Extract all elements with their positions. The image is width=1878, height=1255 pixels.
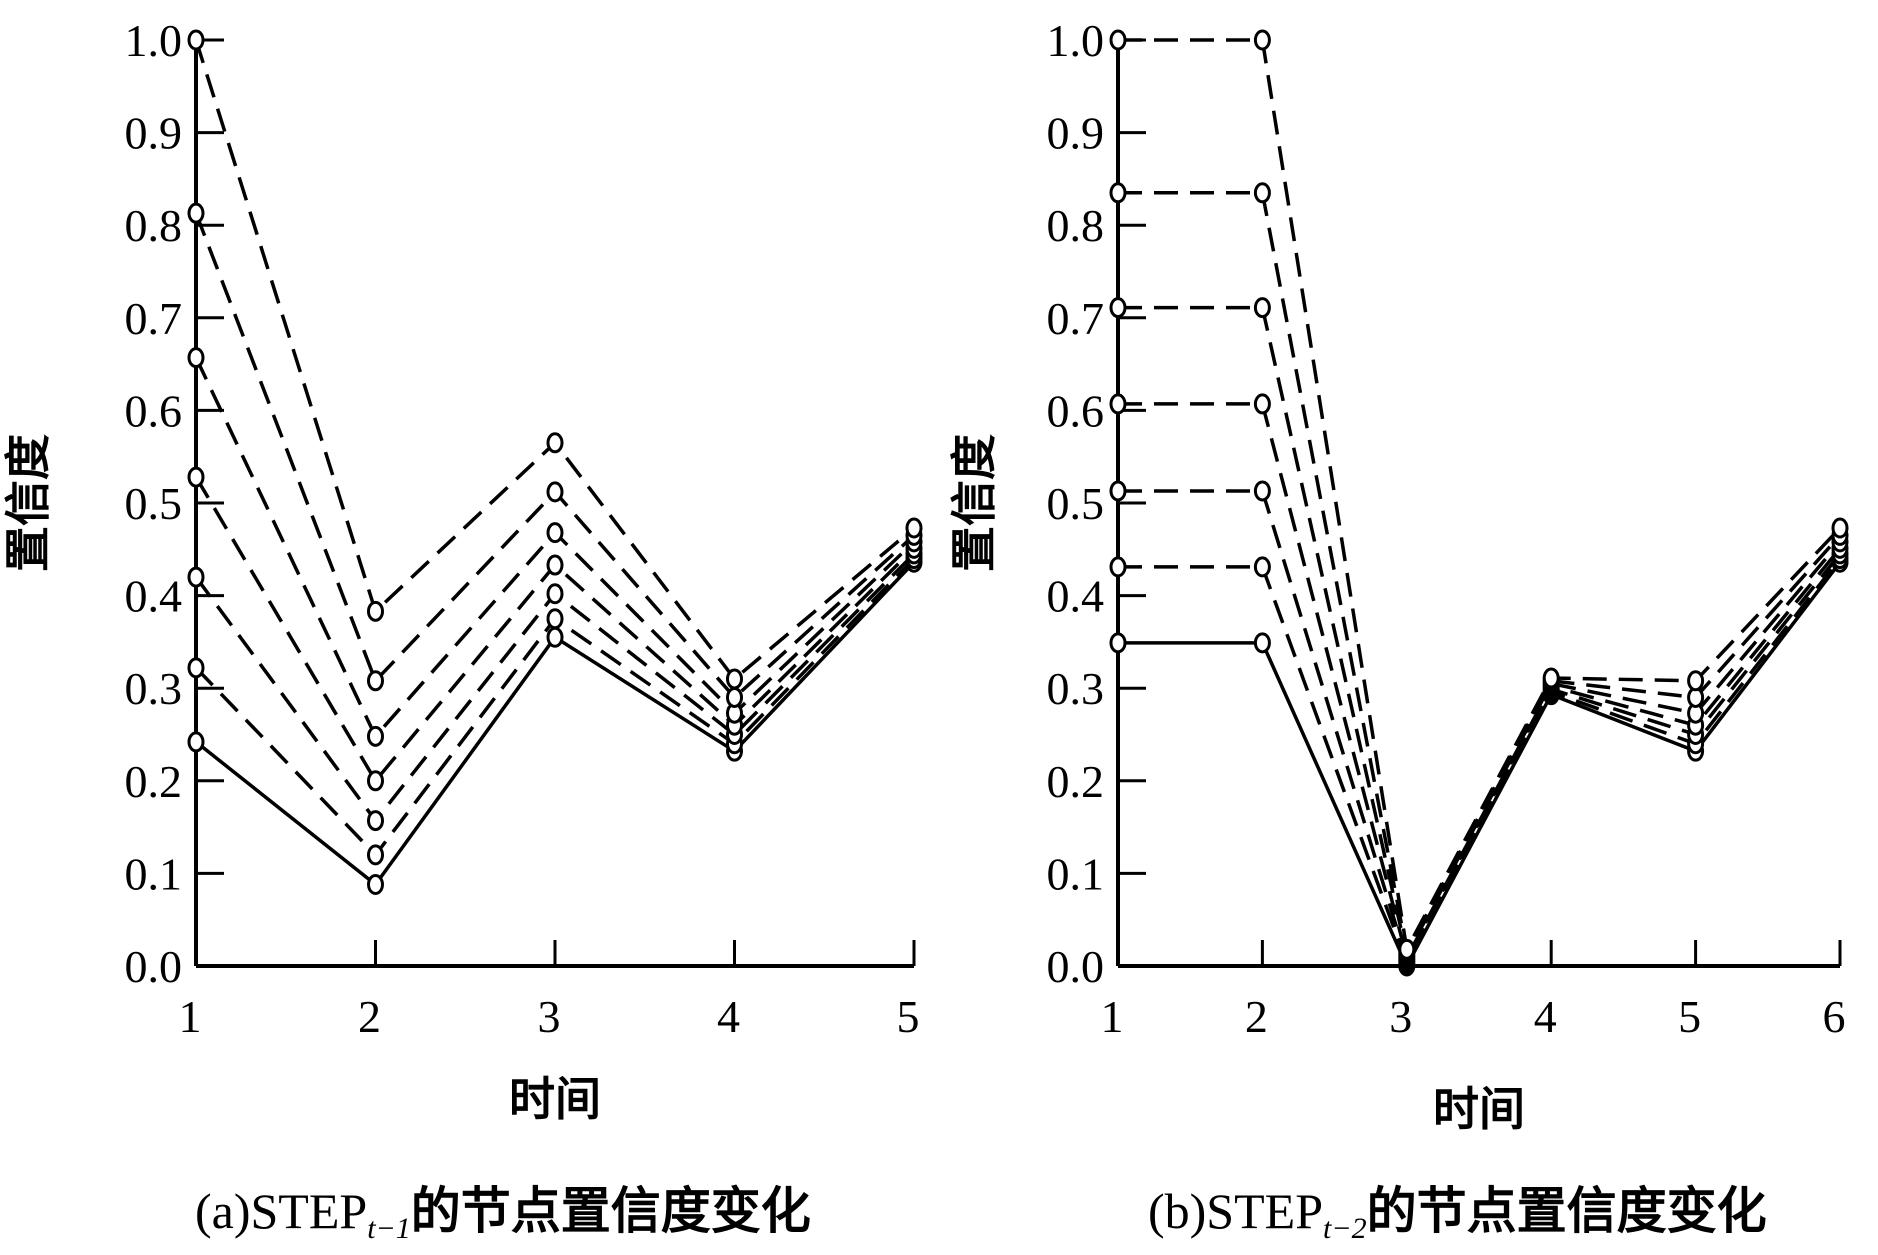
panel-b-series-4-point — [1109, 393, 1127, 415]
panel-b-y-tick-label: 1.0 — [1047, 15, 1105, 66]
panel-b-series-line-2 — [1118, 557, 1842, 968]
panel-a-caption-subscript: t−1 — [367, 1212, 411, 1245]
panel-a-x-axis-title: 时间 — [509, 1072, 601, 1126]
panel-b-x-tick-label: 6 — [1823, 991, 1846, 1042]
panel-a-series-4-point — [546, 554, 564, 576]
panel-b-series-3-point — [1253, 480, 1271, 502]
panel-a-series-line-7 — [194, 39, 916, 682]
panel-b-series-line-4 — [1118, 402, 1842, 963]
panel-a-y-tick-label: 1.0 — [125, 15, 183, 66]
panel-b-x-tick-label: 1 — [1101, 991, 1124, 1042]
panel-b-series-1-point — [1109, 632, 1127, 654]
panel-b-series-4-point — [1253, 393, 1271, 415]
panel-a-series-5-point — [187, 347, 205, 369]
panel-a-series-line-5 — [194, 356, 916, 740]
panel-b-series-5-point — [1253, 297, 1271, 319]
panel-a-y-tick-label: 0.0 — [125, 941, 183, 992]
panel-a-series-7-point — [905, 517, 923, 539]
panel-b-y-tick-label: 0.8 — [1047, 200, 1105, 251]
panel-a-y-tick-label: 0.1 — [125, 848, 183, 899]
panel-a-y-tick-label: 0.7 — [125, 293, 183, 344]
panel-a-series-2-point — [187, 657, 205, 679]
panel-b-caption: (b)STEPt−2的节点置信度变化 — [1148, 1182, 1767, 1245]
panel-a-y-tick-label: 0.2 — [125, 756, 183, 807]
panel-a-caption-suffix: 的节点置信度变化 — [411, 1182, 811, 1240]
panel-a-series-7-point — [367, 600, 384, 622]
panel-a-series-6-point — [187, 202, 205, 224]
panel-a-y-axis-title: 置信度 — [1, 434, 55, 572]
panel-a-series-7-point — [546, 432, 564, 454]
panel-b-series-line-7 — [1118, 38, 1842, 955]
panel-b-y-tick-label: 0.6 — [1047, 385, 1105, 436]
panel-a-x-tick-label: 2 — [358, 991, 381, 1042]
panel-b-series-7-point — [1542, 667, 1560, 689]
panel-b-series-line-1 — [1118, 561, 1842, 970]
panel-b-series-line-6 — [1118, 191, 1842, 958]
panel-b-y-tick-label: 0.0 — [1047, 941, 1105, 992]
panel-a-x-tick-label: 4 — [717, 991, 740, 1042]
panel-b-chart: 0.0 0.1 0.2 0.3 0.4 0.5 0.6 0.7 0.8 0.9 1.0 1 2 3 4 5 6 时… — [947, 15, 1849, 1136]
panel-b-y-tick-label: 0.2 — [1047, 756, 1105, 807]
panel-a-caption-prefix: (a)STEP — [195, 1183, 367, 1239]
panel-a-series-6-point — [367, 670, 384, 692]
panel-a-x-tick-label: 1 — [179, 991, 202, 1042]
panel-b-x-tick-label: 4 — [1534, 991, 1557, 1042]
panel-b-series-6-point — [1253, 182, 1271, 204]
panel-b-caption-prefix: (b)STEP — [1148, 1183, 1323, 1239]
panel-b-series-line-3 — [1118, 489, 1842, 965]
panel-a-series-5-point — [367, 725, 384, 747]
panel-b-y-tick-label: 0.1 — [1047, 848, 1105, 899]
panel-a-series-2-point — [546, 608, 564, 630]
panel-a-series-1-point — [546, 626, 564, 648]
panel-b-series-2-point — [1253, 556, 1271, 578]
panel-b-y-axis-title: 置信度 — [947, 434, 1001, 572]
panel-b-caption-suffix: 的节点置信度变化 — [1367, 1182, 1767, 1240]
panel-b-series-3-point — [1109, 480, 1127, 502]
panel-b-series-5-point — [1109, 297, 1127, 319]
panel-b-series-7-point — [1398, 938, 1416, 960]
panel-a-chart: 0.0 0.1 0.2 0.3 0.4 0.5 0.6 0.7 0.8 0.9 1.0 1 2 3 4 5 时间… — [1, 15, 923, 1126]
panel-a-series-3-point — [187, 566, 205, 588]
panel-b-y-tick-label: 0.5 — [1047, 478, 1105, 529]
panel-b-series-line-5 — [1118, 305, 1842, 960]
panel-a-x-tick-label: 5 — [897, 991, 920, 1042]
panel-a-series-4-point — [187, 466, 205, 488]
panel-a-series-1-point — [187, 731, 205, 753]
panel-a-y-tick-label: 0.8 — [125, 200, 183, 251]
panel-a-caption: (a)STEPt−1的节点置信度变化 — [195, 1182, 811, 1245]
panel-a-series-7-point — [187, 29, 205, 51]
panel-a-x-tick-label: 3 — [538, 991, 561, 1042]
panel-b-series-7-point — [1687, 670, 1705, 692]
panel-a-series-7-point — [726, 668, 743, 690]
panel-b-series-2-point — [1109, 556, 1127, 578]
panel-a-y-tick-label: 0.6 — [125, 385, 183, 436]
panel-b-x-tick-label: 5 — [1678, 991, 1701, 1042]
panel-a-y-tick-label: 0.9 — [125, 108, 183, 159]
panel-b-series-1-point — [1253, 632, 1271, 654]
panel-a-series-2-point — [367, 844, 384, 866]
panel-b-x-axis-title: 时间 — [1433, 1082, 1525, 1136]
panel-b-x-tick-label: 3 — [1389, 991, 1412, 1042]
panel-b-x-tick-label: 2 — [1245, 991, 1268, 1042]
panel-a-series-4-point — [367, 770, 384, 792]
panel-a-y-tick-label: 0.4 — [125, 571, 183, 622]
panel-a-series-1-point — [367, 874, 384, 896]
panel-b-series-7-point — [1831, 517, 1849, 539]
panel-a-y-tick-label: 0.3 — [125, 663, 183, 714]
panel-a-series-3-point — [367, 810, 384, 832]
panel-b-series-6-point — [1109, 182, 1127, 204]
panel-a-y-tick-label: 0.5 — [125, 478, 183, 529]
panel-a-series-5-point — [546, 522, 564, 544]
panel-a-series-3-point — [546, 583, 564, 605]
panel-b-y-tick-label: 0.3 — [1047, 663, 1105, 714]
panel-b-y-tick-label: 0.4 — [1047, 571, 1105, 622]
panel-b-caption-subscript: t−2 — [1323, 1212, 1367, 1245]
panel-a-series-6-point — [546, 481, 564, 503]
panel-b-y-tick-label: 0.9 — [1047, 108, 1105, 159]
panel-a-series-6-point — [726, 686, 743, 708]
panel-b-series-7-point — [1253, 29, 1271, 51]
panel-b-series-7-point — [1109, 29, 1127, 51]
panel-b-y-tick-label: 0.7 — [1047, 293, 1105, 344]
